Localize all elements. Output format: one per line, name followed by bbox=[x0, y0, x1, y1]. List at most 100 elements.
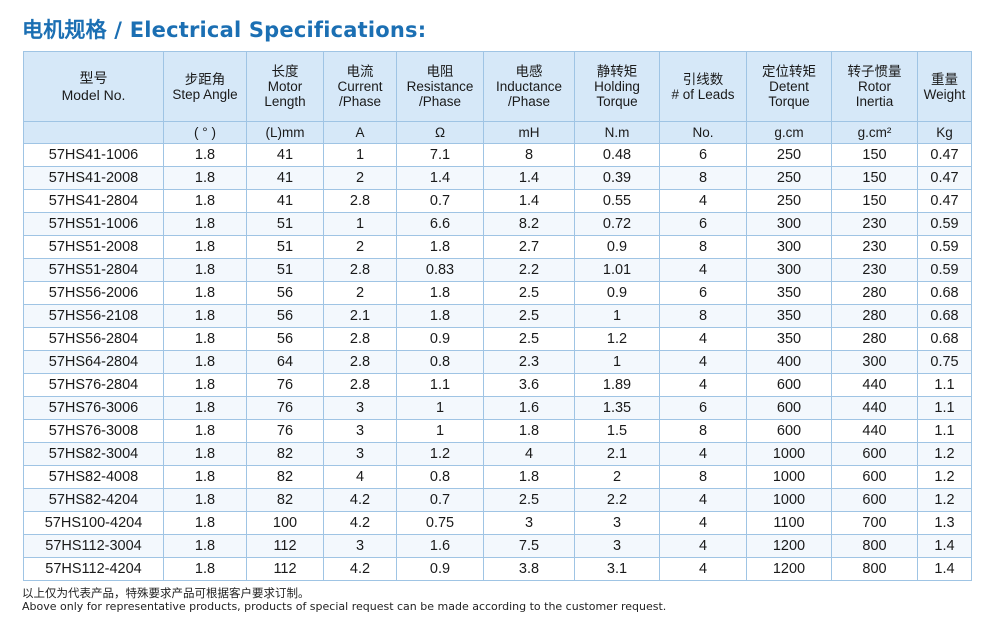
value-cell: 112 bbox=[247, 535, 324, 558]
column-unit: Kg bbox=[918, 122, 972, 144]
column-unit bbox=[24, 122, 164, 144]
model-cell: 57HS41-1006 bbox=[24, 144, 164, 167]
value-cell: 440 bbox=[832, 420, 918, 443]
value-cell: 150 bbox=[832, 144, 918, 167]
column-header-en1: Weight bbox=[918, 87, 971, 102]
model-cell: 57HS51-1006 bbox=[24, 213, 164, 236]
value-cell: 800 bbox=[832, 535, 918, 558]
value-cell: 0.75 bbox=[918, 351, 972, 374]
value-cell: 4 bbox=[660, 328, 747, 351]
column-header-en2: Length bbox=[247, 94, 323, 109]
column-unit: A bbox=[324, 122, 397, 144]
value-cell: 3.6 bbox=[484, 374, 575, 397]
value-cell: 76 bbox=[247, 374, 324, 397]
table-row: 57HS51-1006 1.8 51 1 6.6 8.2 0.72 6 300 230 0.59 bbox=[24, 213, 972, 236]
value-cell: 1000 bbox=[747, 466, 832, 489]
value-cell: 82 bbox=[247, 443, 324, 466]
value-cell: 7.5 bbox=[484, 535, 575, 558]
value-cell: 82 bbox=[247, 466, 324, 489]
value-cell: 0.9 bbox=[397, 558, 484, 581]
value-cell: 4 bbox=[660, 190, 747, 213]
column-unit: g.cm² bbox=[832, 122, 918, 144]
value-cell: 1.4 bbox=[918, 558, 972, 581]
value-cell: 300 bbox=[832, 351, 918, 374]
value-cell: 4 bbox=[660, 512, 747, 535]
table-row: 57HS51-2804 1.8 51 2.8 0.83 2.2 1.01 4 300 230 0.5… bbox=[24, 259, 972, 282]
value-cell: 0.39 bbox=[575, 167, 660, 190]
column-header-en1: Current bbox=[324, 79, 396, 94]
value-cell: 0.7 bbox=[397, 489, 484, 512]
value-cell: 1 bbox=[324, 144, 397, 167]
value-cell: 0.48 bbox=[575, 144, 660, 167]
column-header-en2: Torque bbox=[575, 94, 659, 109]
value-cell: 4 bbox=[660, 489, 747, 512]
column-header: 电阻 Resistance/Phase bbox=[397, 52, 484, 122]
value-cell: 280 bbox=[832, 305, 918, 328]
model-cell: 57HS76-3008 bbox=[24, 420, 164, 443]
value-cell: 1 bbox=[324, 213, 397, 236]
column-header: 步距角 Step Angle bbox=[164, 52, 247, 122]
value-cell: 1200 bbox=[747, 535, 832, 558]
value-cell: 800 bbox=[832, 558, 918, 581]
value-cell: 1.8 bbox=[164, 213, 247, 236]
value-cell: 1.8 bbox=[484, 420, 575, 443]
value-cell: 2.8 bbox=[324, 351, 397, 374]
value-cell: 8 bbox=[660, 167, 747, 190]
model-cell: 57HS82-4008 bbox=[24, 466, 164, 489]
value-cell: 150 bbox=[832, 190, 918, 213]
table-body: 57HS41-1006 1.8 41 1 7.1 8 0.48 6 250 150 0.47 57HS… bbox=[24, 144, 972, 581]
column-header-zh: 重量 bbox=[918, 72, 971, 87]
value-cell: 1.8 bbox=[164, 259, 247, 282]
value-cell: 6.6 bbox=[397, 213, 484, 236]
value-cell: 3.1 bbox=[575, 558, 660, 581]
model-cell: 57HS41-2008 bbox=[24, 167, 164, 190]
column-header-zh: 引线数 bbox=[660, 72, 746, 87]
column-header-en1: Step Angle bbox=[164, 87, 246, 102]
table-row: 57HS112-3004 1.8 112 3 1.6 7.5 3 4 1200 800 1.4 bbox=[24, 535, 972, 558]
value-cell: 0.9 bbox=[575, 236, 660, 259]
column-header-en2: Inertia bbox=[832, 94, 917, 109]
table-row: 57HS82-3004 1.8 82 3 1.2 4 2.1 4 1000 600 1.2 bbox=[24, 443, 972, 466]
value-cell: 250 bbox=[747, 190, 832, 213]
table-row: 57HS82-4008 1.8 82 4 0.8 1.8 2 8 1000 600 1.2 bbox=[24, 466, 972, 489]
column-header-zh: 步距角 bbox=[164, 72, 246, 87]
value-cell: 300 bbox=[747, 259, 832, 282]
model-cell: 57HS51-2804 bbox=[24, 259, 164, 282]
value-cell: 1.6 bbox=[484, 397, 575, 420]
value-cell: 1.35 bbox=[575, 397, 660, 420]
value-cell: 0.47 bbox=[918, 144, 972, 167]
spec-table: 型号 Model No. 步距角 Step Angle 长度 Motor Length 电流 C… bbox=[23, 51, 972, 581]
value-cell: 56 bbox=[247, 282, 324, 305]
value-cell: 1.8 bbox=[164, 489, 247, 512]
value-cell: 300 bbox=[747, 213, 832, 236]
value-cell: 230 bbox=[832, 236, 918, 259]
table-row: 57HS51-2008 1.8 51 2 1.8 2.7 0.9 8 300 230 0.59 bbox=[24, 236, 972, 259]
column-header-zh: 定位转矩 bbox=[747, 64, 831, 79]
value-cell: 1000 bbox=[747, 489, 832, 512]
value-cell: 350 bbox=[747, 328, 832, 351]
value-cell: 1.8 bbox=[397, 305, 484, 328]
value-cell: 1.8 bbox=[164, 443, 247, 466]
column-header-zh: 静转矩 bbox=[575, 64, 659, 79]
value-cell: 1.3 bbox=[918, 512, 972, 535]
value-cell: 41 bbox=[247, 167, 324, 190]
table-row: 57HS41-1006 1.8 41 1 7.1 8 0.48 6 250 150 0.47 bbox=[24, 144, 972, 167]
column-unit: (L)mm bbox=[247, 122, 324, 144]
column-header: 静转矩 Holding Torque bbox=[575, 52, 660, 122]
value-cell: 280 bbox=[832, 282, 918, 305]
value-cell: 1.8 bbox=[164, 167, 247, 190]
table-row: 57HS41-2008 1.8 41 2 1.4 1.4 0.39 8 250 150 0.47 bbox=[24, 167, 972, 190]
column-header-en1: Holding bbox=[575, 79, 659, 94]
value-cell: 2.5 bbox=[484, 328, 575, 351]
value-cell: 1 bbox=[575, 305, 660, 328]
value-cell: 600 bbox=[832, 466, 918, 489]
value-cell: 0.7 bbox=[397, 190, 484, 213]
column-header: 电流 Current/Phase bbox=[324, 52, 397, 122]
value-cell: 3 bbox=[575, 535, 660, 558]
column-header-en1: # of Leads bbox=[660, 87, 746, 102]
value-cell: 2.8 bbox=[324, 374, 397, 397]
note-english: Above only for representative products, … bbox=[22, 600, 666, 613]
column-header-en1: Motor bbox=[247, 79, 323, 94]
table-row: 57HS82-4204 1.8 82 4.2 0.7 2.5 2.2 4 1000 600 1.2 bbox=[24, 489, 972, 512]
